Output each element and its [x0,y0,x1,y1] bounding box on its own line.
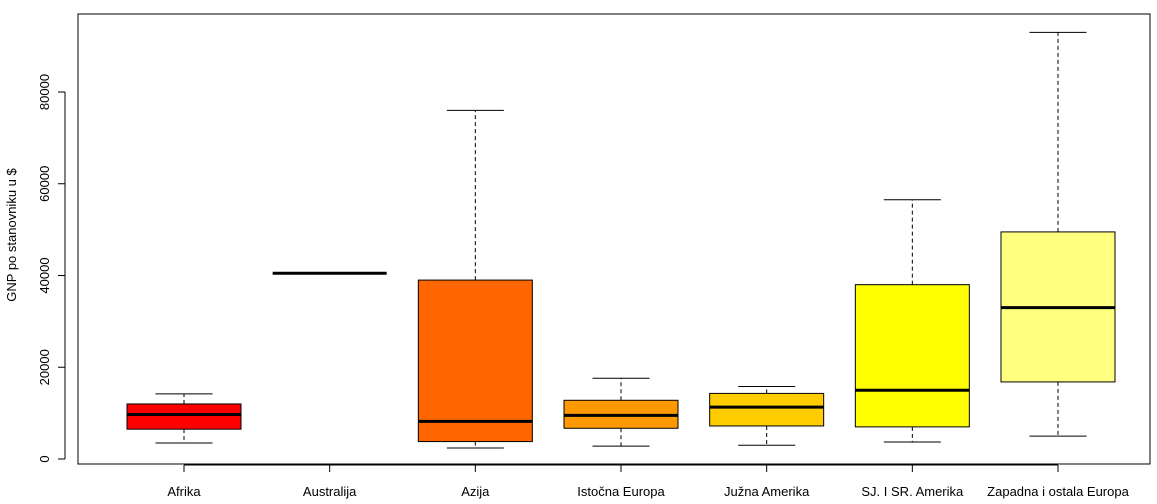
plot-frame [77,13,1151,465]
box-6 [854,199,970,443]
boxes-group [126,31,1116,449]
x-tick-label: Australija [303,484,357,499]
box-3 [417,109,533,449]
box-rect [126,403,242,430]
y-tick-label: 20000 [37,349,52,385]
box-rect [854,284,970,428]
x-tick-label: Afrika [167,484,201,499]
x-axis-ticks: Afrika Australija Azija Istočna Europa Južna… [167,465,1130,499]
y-axis-title: GNP po stanovniku u $ [4,168,19,302]
x-tick-label: Istočna Europa [577,484,665,499]
x-tick-label: Južna Amerika [724,484,810,499]
box-4 [563,377,679,447]
y-axis-ticks: 0 20000 40000 60000 80000 [37,74,65,463]
box-rect [417,279,533,443]
y-tick-label: 40000 [37,257,52,293]
y-tick-label: 60000 [37,166,52,202]
y-tick-label: 80000 [37,74,52,110]
box-7 [1000,31,1116,437]
y-tick-label: 0 [37,455,52,462]
x-tick-label: Zapadna i ostala Europa [987,484,1129,499]
box-5 [709,386,825,446]
box-1 [126,393,242,444]
x-tick-label: SJ. I SR. Amerika [861,484,964,499]
x-tick-label: Azija [461,484,490,499]
box-rect [709,392,825,427]
